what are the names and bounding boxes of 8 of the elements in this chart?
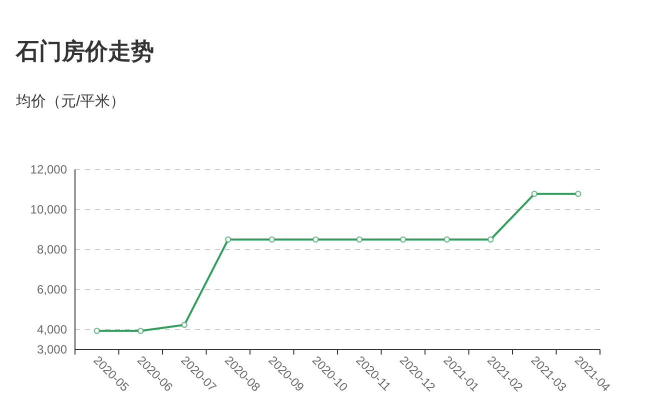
y-tick-label: 3,000: [36, 342, 67, 356]
y-tick-label: 10,000: [30, 202, 67, 216]
y-tick-label: 4,000: [36, 322, 67, 336]
title: 石门房价走势: [16, 38, 154, 64]
y-tick-label: 8,000: [36, 242, 67, 256]
subtitle: 均价（元/平米）: [16, 93, 126, 110]
y-tick-label: 6,000: [36, 282, 67, 296]
y-tick-label: 12,000: [30, 162, 67, 176]
